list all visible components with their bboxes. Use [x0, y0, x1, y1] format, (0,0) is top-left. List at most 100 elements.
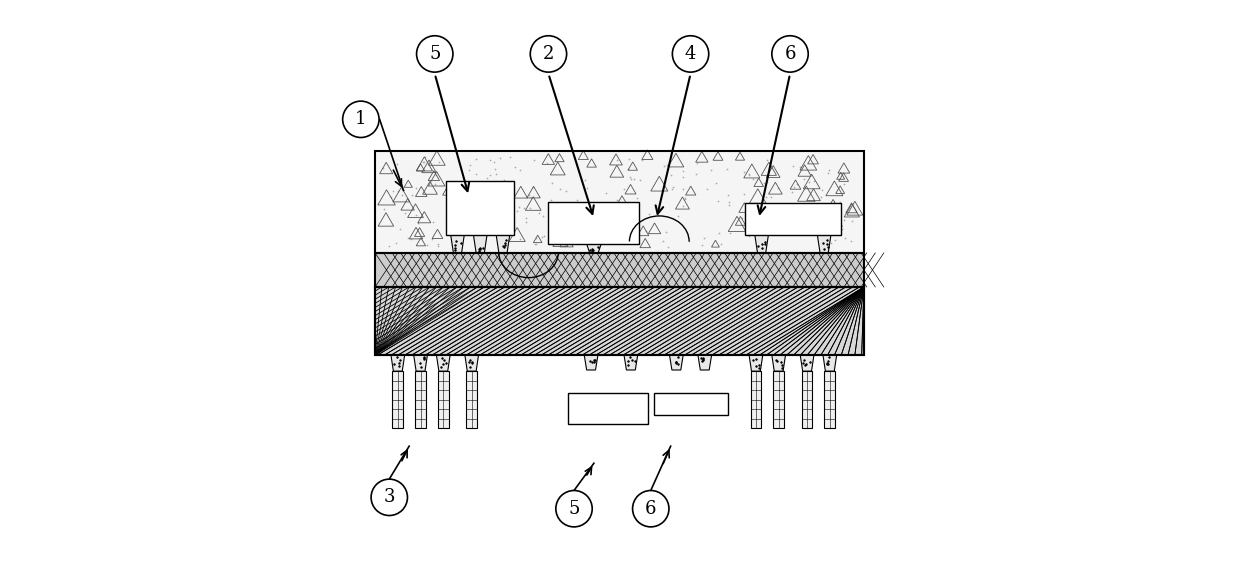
Point: [519, 190, 539, 199]
Point: [741, 208, 761, 217]
Point: [815, 241, 835, 250]
Circle shape: [673, 36, 709, 72]
FancyBboxPatch shape: [824, 371, 835, 428]
Point: [607, 195, 627, 204]
Point: [818, 169, 838, 178]
Point: [740, 169, 760, 178]
Point: [813, 185, 833, 195]
Point: [389, 187, 409, 196]
Point: [575, 176, 595, 185]
Point: [427, 240, 447, 249]
Point: [787, 179, 807, 188]
Point: [524, 155, 544, 164]
Point: [385, 238, 405, 247]
Point: [720, 228, 740, 237]
FancyBboxPatch shape: [393, 371, 403, 428]
Point: [797, 228, 817, 238]
Point: [436, 217, 456, 226]
Point: [523, 183, 543, 192]
Polygon shape: [414, 355, 427, 371]
Point: [596, 189, 616, 198]
Point: [755, 205, 774, 215]
Text: 5: 5: [569, 500, 580, 518]
Point: [622, 174, 642, 184]
Point: [768, 183, 788, 192]
Point: [487, 184, 507, 193]
Point: [735, 168, 755, 177]
Point: [501, 153, 520, 162]
Point: [527, 234, 546, 243]
Point: [627, 193, 647, 202]
Circle shape: [633, 491, 669, 527]
FancyBboxPatch shape: [549, 201, 639, 245]
Text: 5: 5: [429, 45, 440, 63]
Point: [843, 216, 862, 225]
Polygon shape: [465, 355, 478, 371]
Point: [825, 235, 845, 244]
Point: [401, 234, 421, 243]
Point: [804, 197, 824, 206]
FancyBboxPatch shape: [437, 371, 449, 428]
FancyBboxPatch shape: [802, 371, 813, 428]
Point: [608, 227, 628, 236]
Point: [761, 217, 781, 226]
Point: [525, 239, 545, 248]
Point: [819, 165, 839, 174]
Point: [639, 210, 659, 219]
Point: [408, 218, 427, 227]
Point: [605, 228, 624, 237]
Point: [607, 156, 627, 165]
Point: [709, 196, 729, 205]
FancyBboxPatch shape: [375, 253, 864, 287]
Point: [673, 184, 693, 193]
Point: [577, 184, 597, 193]
Point: [383, 186, 403, 195]
Point: [757, 177, 777, 186]
Point: [636, 227, 655, 236]
Polygon shape: [698, 355, 711, 370]
Polygon shape: [772, 355, 786, 371]
Point: [546, 207, 566, 216]
Point: [589, 219, 608, 228]
Point: [406, 184, 426, 193]
Point: [460, 227, 479, 236]
Point: [717, 165, 737, 174]
Point: [414, 157, 434, 166]
Point: [812, 192, 831, 201]
Point: [784, 183, 804, 192]
Point: [756, 193, 776, 202]
Point: [706, 179, 726, 188]
Point: [657, 227, 676, 236]
Point: [566, 196, 586, 205]
Point: [517, 213, 536, 222]
Point: [541, 179, 561, 188]
Point: [457, 178, 477, 187]
Point: [570, 210, 590, 219]
Point: [556, 187, 576, 196]
Polygon shape: [585, 355, 598, 370]
Point: [835, 234, 855, 243]
Point: [489, 154, 509, 163]
Point: [767, 230, 787, 239]
FancyBboxPatch shape: [446, 181, 514, 235]
Point: [379, 241, 399, 250]
Point: [440, 183, 460, 192]
Point: [510, 234, 530, 243]
Point: [415, 153, 435, 162]
Point: [653, 236, 673, 246]
Point: [800, 209, 820, 218]
Point: [494, 241, 514, 250]
Point: [491, 200, 510, 209]
Point: [662, 185, 681, 194]
Point: [388, 160, 408, 169]
Point: [691, 240, 711, 249]
Point: [510, 165, 530, 174]
Point: [805, 209, 825, 218]
Point: [794, 174, 814, 184]
Point: [616, 207, 636, 216]
Point: [538, 158, 558, 167]
Circle shape: [530, 36, 566, 72]
Polygon shape: [451, 235, 465, 253]
Point: [701, 166, 721, 175]
Text: 2: 2: [543, 45, 554, 63]
